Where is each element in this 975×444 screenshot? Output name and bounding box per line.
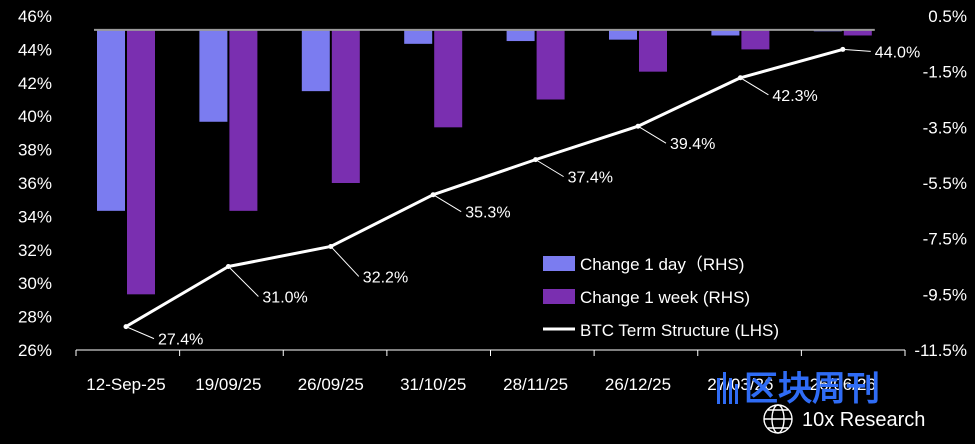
- right-tick-label: -5.5%: [923, 174, 967, 193]
- bar-change-1-day: [97, 29, 125, 211]
- left-tick-label: 32%: [18, 241, 52, 260]
- left-tick-label: 36%: [18, 174, 52, 193]
- x-tick-label: 26/12/25: [605, 375, 671, 394]
- x-tick-label: 19/09/25: [195, 375, 261, 394]
- left-tick-label: 42%: [18, 74, 52, 93]
- data-label: 27.4%: [158, 332, 203, 349]
- watermark-bars-icon: [717, 372, 738, 404]
- data-label-leader: [535, 159, 564, 178]
- left-tick-label: 30%: [18, 274, 52, 293]
- x-axis-ticks: 12-Sep-25 19/09/25 26/09/25 31/10/25 28/11/2…: [75, 350, 906, 394]
- data-label-leader: [432, 194, 462, 213]
- bar-change-1-day: [609, 29, 637, 40]
- bar-change-1-day: [199, 29, 228, 122]
- legend-label-term-structure: BTC Term Structure (LHS): [580, 321, 779, 340]
- brand-logo: 10x Research: [763, 404, 925, 434]
- data-label-leader: [637, 125, 667, 144]
- watermark-logo: 区块周刊: [717, 369, 880, 409]
- right-tick-label: 0.5%: [928, 7, 967, 26]
- data-label: 39.4%: [670, 136, 715, 153]
- legend-swatch-change-1-day: [543, 256, 575, 271]
- legend: Change 1 day（RHS) Change 1 week (RHS) BT…: [543, 255, 779, 340]
- left-tick-label: 28%: [18, 308, 52, 327]
- x-tick-label: 26/06/26: [810, 375, 876, 394]
- watermark-text: 区块周刊: [744, 369, 880, 409]
- bar-change-1-week: [639, 29, 667, 72]
- data-label: 31.0%: [262, 290, 307, 307]
- bar-change-1-day: [404, 29, 433, 44]
- data-label-leader: [228, 266, 259, 297]
- bar-change-1-day: [301, 29, 330, 92]
- data-label: 32.2%: [363, 269, 408, 286]
- data-label-leader: [330, 246, 360, 277]
- data-label-leader: [125, 326, 155, 340]
- data-labels: 27.4% 31.0% 32.2% 35.3% 37.4% 39.4% 42.3% 44.0%: [125, 44, 920, 349]
- bar-change-1-week: [843, 29, 872, 36]
- right-tick-label: -1.5%: [923, 63, 967, 82]
- bars: [97, 29, 872, 295]
- right-axis-ticks: -11.5% -9.5% -7.5% -5.5% -3.5% -1.5% 0.5%: [914, 7, 967, 360]
- left-tick-label: 34%: [18, 207, 52, 226]
- legend-label-change-1-week: Change 1 week (RHS): [580, 288, 750, 307]
- left-tick-label: 46%: [18, 7, 52, 26]
- left-tick-label: 26%: [18, 341, 52, 360]
- x-tick-label: 26/09/25: [298, 375, 364, 394]
- bar-change-1-week: [331, 29, 360, 183]
- legend-swatch-change-1-week: [543, 289, 575, 304]
- x-tick-label: 12-Sep-25: [86, 375, 165, 394]
- bar-change-1-week: [434, 29, 463, 128]
- bar-change-1-week: [127, 29, 155, 295]
- bar-change-1-day: [711, 29, 740, 36]
- legend-label-change-1-day: Change 1 day（RHS): [580, 255, 744, 274]
- bar-change-1-day: [506, 29, 535, 42]
- bar-change-1-week: [536, 29, 565, 100]
- left-tick-label: 40%: [18, 107, 52, 126]
- line-btc-term-structure: [125, 47, 844, 328]
- right-tick-label: -11.5%: [914, 341, 967, 360]
- data-label: 35.3%: [465, 205, 510, 222]
- x-tick-label: 31/10/25: [400, 375, 466, 394]
- data-label-leader: [740, 77, 769, 96]
- bar-change-1-week: [741, 29, 770, 50]
- left-tick-label: 44%: [18, 40, 52, 59]
- data-label: 42.3%: [772, 88, 817, 105]
- data-label: 37.4%: [568, 170, 613, 187]
- x-tick-label: 28/11/25: [503, 375, 568, 394]
- data-label: 44.0%: [875, 44, 920, 61]
- right-tick-label: -7.5%: [923, 230, 967, 249]
- brand-globe-icon: [763, 404, 793, 434]
- left-axis-ticks: 26% 28% 30% 32% 34% 36% 38% 40% 42% 44% 46%: [18, 7, 52, 360]
- data-label-leader: [842, 48, 871, 52]
- bar-change-1-week: [229, 29, 258, 211]
- left-tick-label: 38%: [18, 141, 52, 160]
- brand-text: 10x Research: [802, 409, 925, 431]
- right-tick-label: -3.5%: [923, 118, 967, 137]
- right-tick-label: -9.5%: [923, 285, 967, 304]
